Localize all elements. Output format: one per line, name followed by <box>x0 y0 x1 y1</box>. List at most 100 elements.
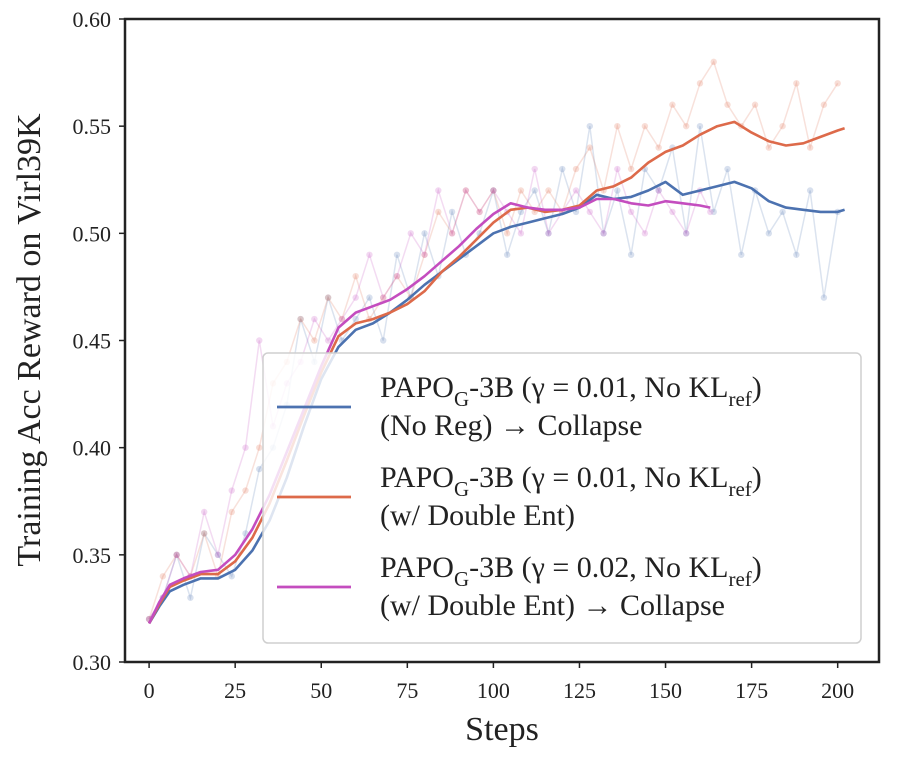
raw-point <box>600 230 607 237</box>
y-tick-label: 0.60 <box>73 7 112 32</box>
y-axis: 0.30 0.35 0.40 0.45 0.50 0.55 0.60 <box>73 7 125 675</box>
raw-point <box>242 444 249 451</box>
raw-point <box>545 230 552 237</box>
x-tick-label: 200 <box>821 678 854 703</box>
y-tick-label: 0.45 <box>73 329 112 354</box>
x-axis: 0 25 50 75 100 125 150 175 200 <box>144 662 854 703</box>
raw-point <box>490 187 497 194</box>
raw-point <box>311 337 318 344</box>
raw-point <box>572 165 580 173</box>
raw-point <box>531 165 538 173</box>
smoothed-series-line-1 <box>147 120 845 625</box>
x-tick-label: 0 <box>144 678 155 703</box>
raw-point <box>256 465 263 473</box>
raw-point <box>352 273 359 280</box>
raw-point <box>407 230 414 237</box>
y-tick-label: 0.40 <box>73 436 112 461</box>
raw-point <box>503 251 511 258</box>
raw-point <box>779 122 786 130</box>
raw-point <box>531 187 538 194</box>
raw-point <box>421 230 428 237</box>
raw-point <box>173 551 180 559</box>
raw-point <box>173 551 180 559</box>
raw-point <box>297 315 304 323</box>
x-tick-label: 25 <box>224 678 246 703</box>
raw-point <box>311 315 318 323</box>
raw-point <box>765 230 773 237</box>
raw-point <box>751 101 759 108</box>
legend: PAPOG-3B (γ = 0.01, No KLref)(No Reg) → … <box>262 352 862 644</box>
raw-point <box>200 508 208 516</box>
smoothed-series-line-2 <box>147 197 711 624</box>
raw-point <box>324 294 332 301</box>
x-tick-label: 175 <box>735 678 768 703</box>
raw-point <box>352 315 359 323</box>
raw-series-line-2 <box>148 166 711 620</box>
legend-box <box>262 352 862 644</box>
y-tick-label: 0.55 <box>73 114 112 139</box>
raw-point <box>214 551 222 559</box>
raw-point <box>669 208 676 216</box>
raw-point <box>793 251 800 258</box>
x-axis-title: Steps <box>465 711 539 748</box>
raw-point <box>696 80 704 87</box>
y-tick-label: 0.50 <box>73 221 112 246</box>
x-tick-label: 150 <box>649 678 682 703</box>
raw-point <box>517 208 525 216</box>
raw-point <box>366 251 373 258</box>
raw-point <box>393 273 401 280</box>
raw-point <box>834 80 841 87</box>
raw-point <box>421 251 428 258</box>
raw-point <box>228 508 235 516</box>
raw-point <box>655 187 662 194</box>
raw-point <box>393 251 401 258</box>
raw-point <box>490 187 497 194</box>
x-tick-label: 50 <box>310 678 332 703</box>
raw-point <box>448 230 456 237</box>
raw-point <box>435 208 442 216</box>
raw-point <box>324 337 332 344</box>
legend-label-1: PAPOG-3B (γ = 0.01, No KLref) <box>380 461 762 501</box>
raw-point <box>627 251 635 258</box>
raw-point <box>200 530 208 537</box>
x-tick-label: 75 <box>396 678 418 703</box>
raw-point <box>476 208 483 216</box>
raw-point <box>655 187 662 194</box>
raw-point <box>421 251 428 258</box>
raw-point <box>710 58 717 66</box>
raw-point <box>586 144 593 151</box>
raw-point <box>462 187 470 194</box>
smoothed-series-layer <box>147 120 845 625</box>
x-tick-label: 100 <box>477 678 510 703</box>
raw-point <box>517 230 525 237</box>
raw-point <box>545 230 552 237</box>
raw-point <box>545 187 552 194</box>
raw-point <box>517 187 525 194</box>
raw-point <box>765 144 773 151</box>
raw-point <box>600 230 607 237</box>
raw-point <box>820 101 828 108</box>
raw-point <box>806 144 814 151</box>
raw-point <box>187 594 194 601</box>
raw-point <box>669 101 676 108</box>
raw-point <box>200 530 208 537</box>
legend-label-0: PAPOG-3B (γ = 0.01, No KLref) <box>380 371 762 411</box>
y-tick-label: 0.35 <box>73 543 112 568</box>
raw-point <box>696 122 704 130</box>
raw-point <box>586 122 593 130</box>
raw-point <box>641 230 649 237</box>
raw-point <box>462 187 470 194</box>
legend-label-line2-2: (w/ Double Ent) → Collapse <box>380 589 725 622</box>
raw-point <box>682 122 690 130</box>
raw-point <box>393 273 401 280</box>
raw-point <box>324 294 332 301</box>
raw-point <box>490 187 497 194</box>
raw-point <box>256 444 263 451</box>
raw-point <box>710 208 717 216</box>
raw-point <box>627 208 635 216</box>
raw-point <box>641 122 649 130</box>
raw-point <box>572 187 580 194</box>
y-tick-label: 0.30 <box>73 650 112 675</box>
raw-point <box>256 337 263 344</box>
raw-point <box>559 165 566 173</box>
